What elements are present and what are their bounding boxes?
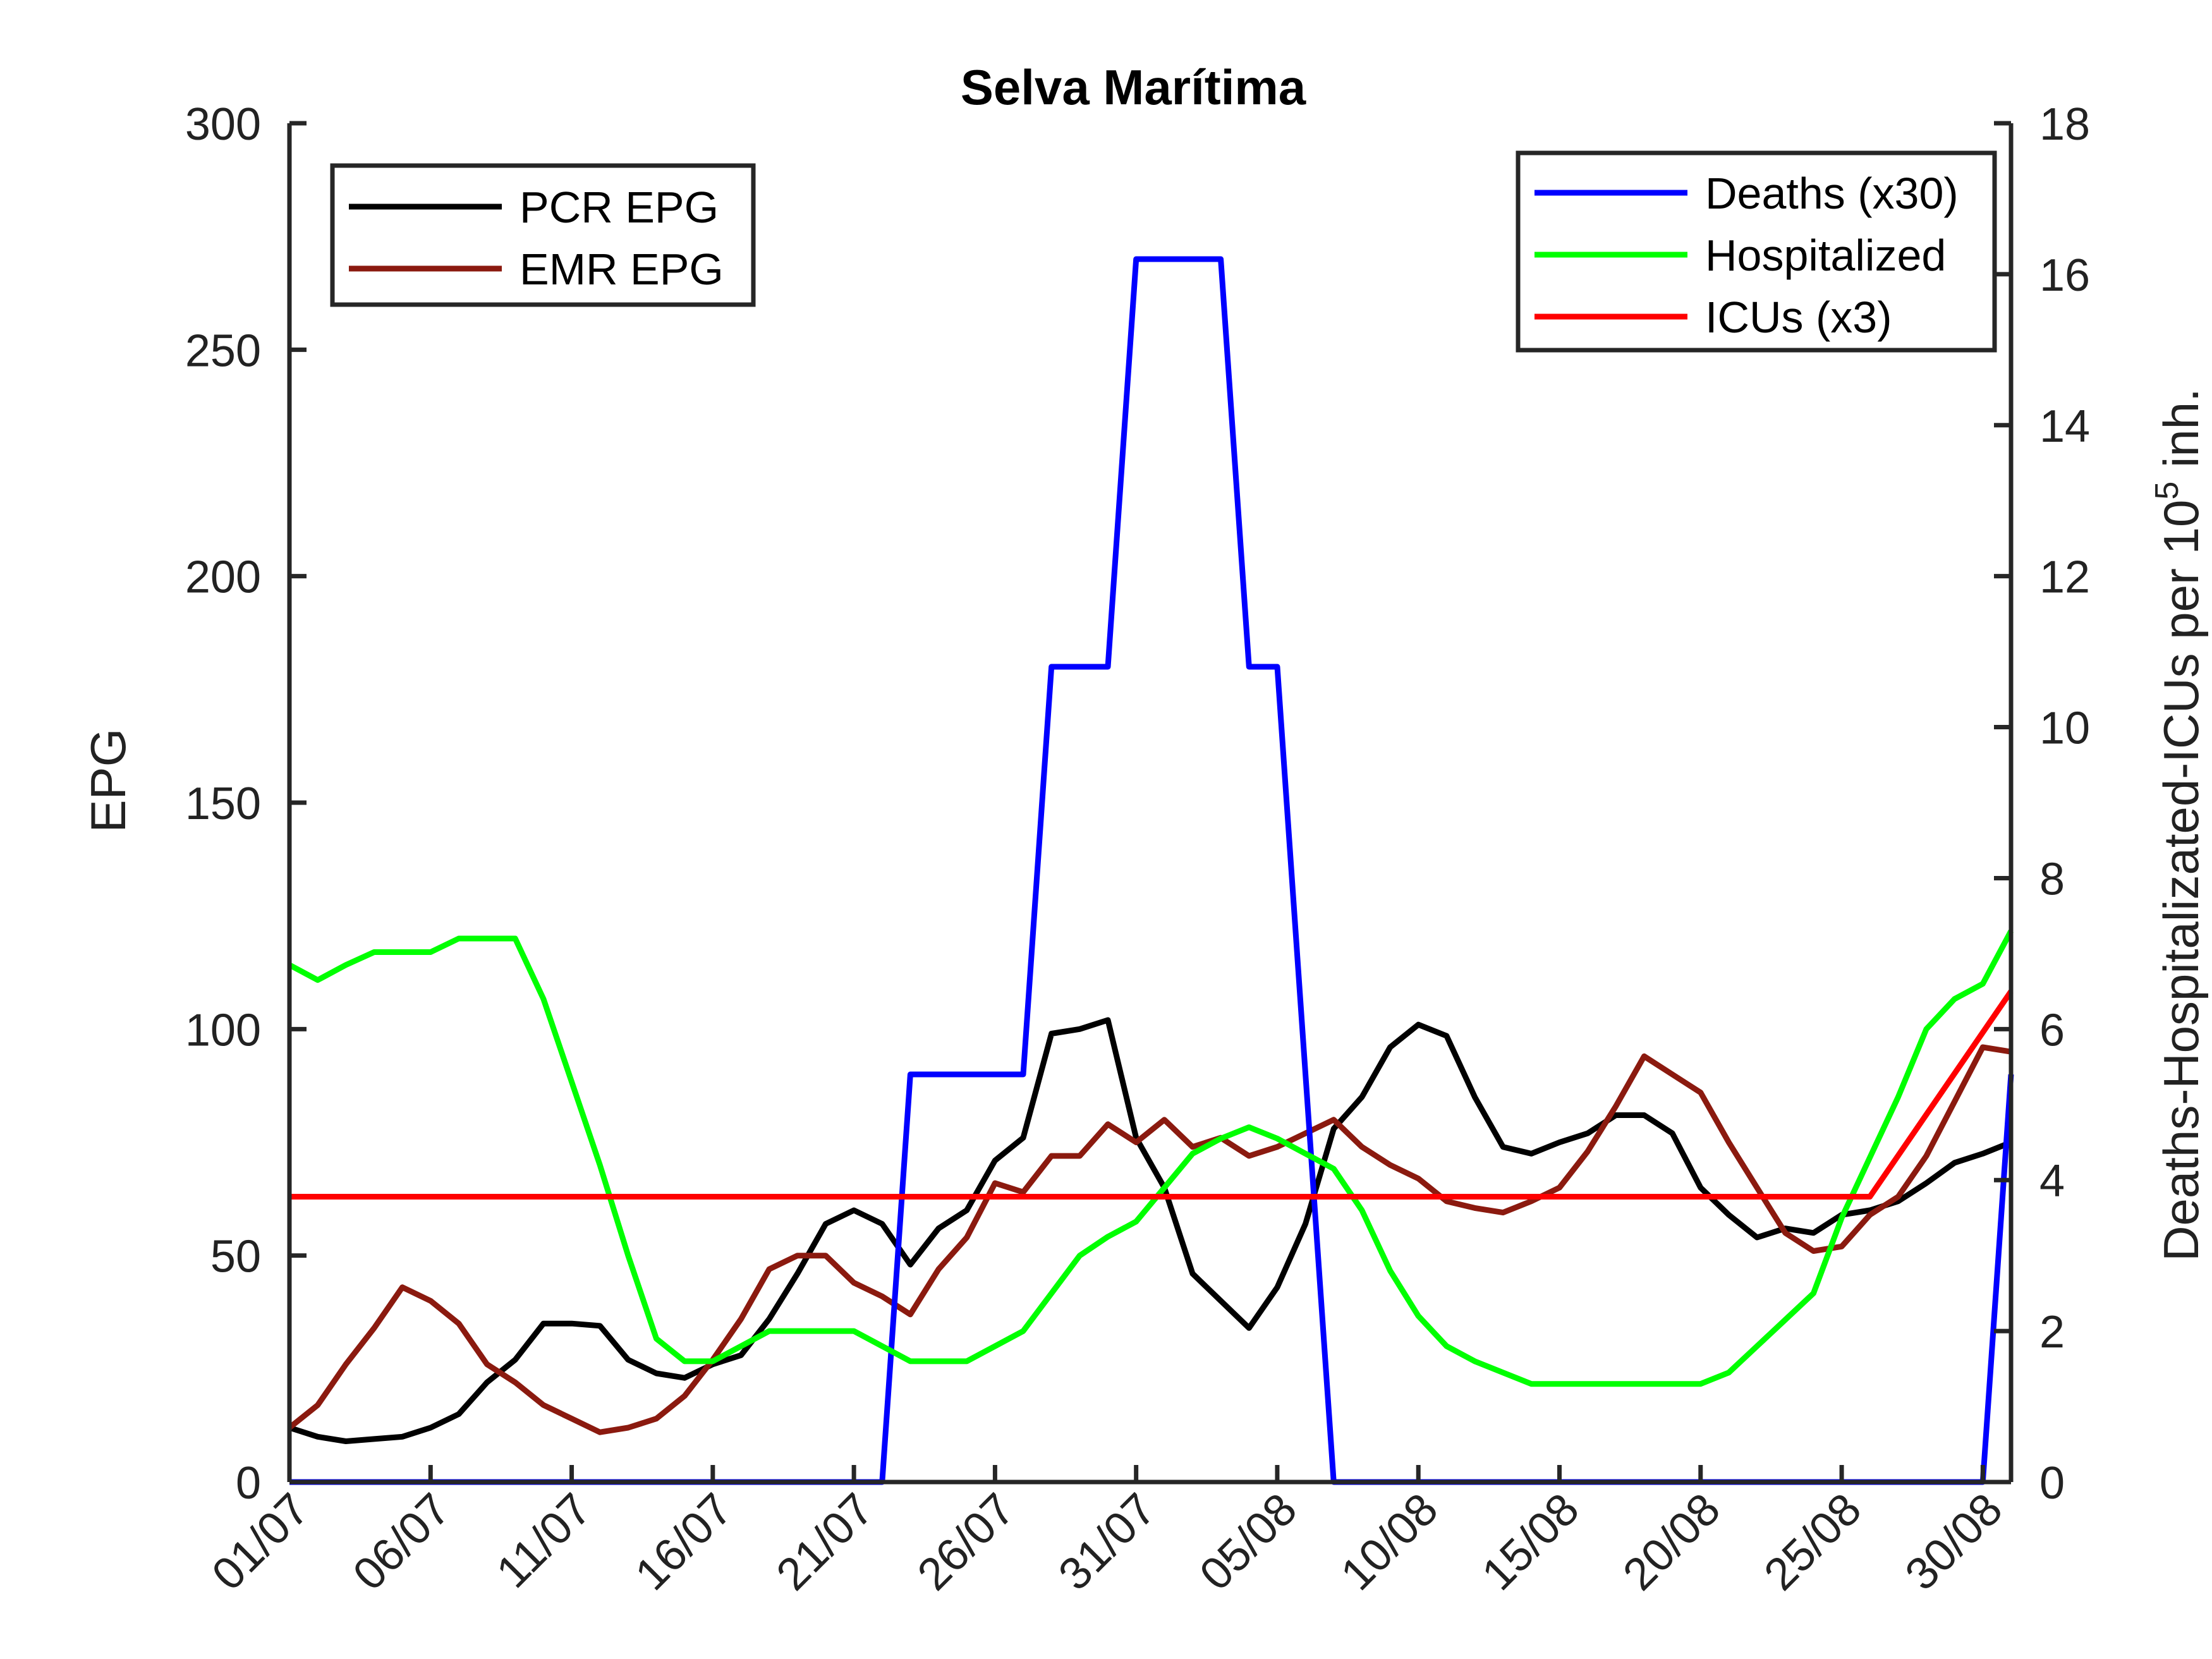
y-left-tick-label: 200 xyxy=(185,552,261,603)
y-left-tick-label: 300 xyxy=(185,99,261,150)
y-axis-right-label: Deaths-Hospitalizated-ICUs per 105 inh. xyxy=(2149,388,2209,1261)
legend-label-icus-x3: ICUs (x3) xyxy=(1705,293,1892,342)
y-axis-right-label-main: Deaths-Hospitalizated-ICUs per 10 xyxy=(2153,500,2209,1261)
legend-left: PCR EPG EMR EPG xyxy=(330,163,756,307)
series-line-emr-epg xyxy=(288,1044,2012,1435)
legend-label-deaths-x30: Deaths (x30) xyxy=(1705,169,1959,218)
y-left-tick-label: 100 xyxy=(185,1005,261,1055)
y-axis-right-label-exponent: 5 xyxy=(2149,482,2185,500)
legend-right: Deaths (x30) Hospitalized ICUs (x3) xyxy=(1516,150,1997,353)
legend-box xyxy=(1516,150,1997,353)
y-left-tick-label: 50 xyxy=(210,1232,261,1282)
legend-label-pcr-epg: PCR EPG xyxy=(520,183,719,232)
y-right-tick-label: 14 xyxy=(2039,401,2090,452)
y-right-tick-label: 16 xyxy=(2039,250,2090,301)
y-left-tick-label: 0 xyxy=(236,1458,261,1509)
y-right-tick-label: 18 xyxy=(2039,99,2090,150)
y-axis-left-label: EPG xyxy=(80,729,136,833)
y-right-tick-label: 2 xyxy=(2039,1307,2065,1358)
chart-title: Selva Marítima xyxy=(961,59,1306,115)
y-axis-right-label-unit: inh. xyxy=(2153,388,2209,481)
y-left-tick-label: 150 xyxy=(185,779,261,829)
y-right-tick-label: 12 xyxy=(2039,552,2090,603)
y-right-tick-label: 8 xyxy=(2039,854,2065,904)
y-right-tick-label: 6 xyxy=(2039,1005,2065,1055)
y-right-tick-label: 10 xyxy=(2039,703,2090,754)
y-left-tick-label: 250 xyxy=(185,325,261,376)
legend-box xyxy=(330,163,756,307)
series-line-hospitalized xyxy=(288,929,2014,1387)
y-right-tick-label: 4 xyxy=(2039,1156,2065,1206)
series-line-pcr-epg xyxy=(288,1017,2012,1444)
legend-label-hospitalized: Hospitalized xyxy=(1705,231,1946,280)
series-line-icus-x3 xyxy=(289,990,2014,1200)
legend-label-emr-epg: EMR EPG xyxy=(520,245,724,294)
y-right-tick-label: 0 xyxy=(2039,1458,2065,1509)
